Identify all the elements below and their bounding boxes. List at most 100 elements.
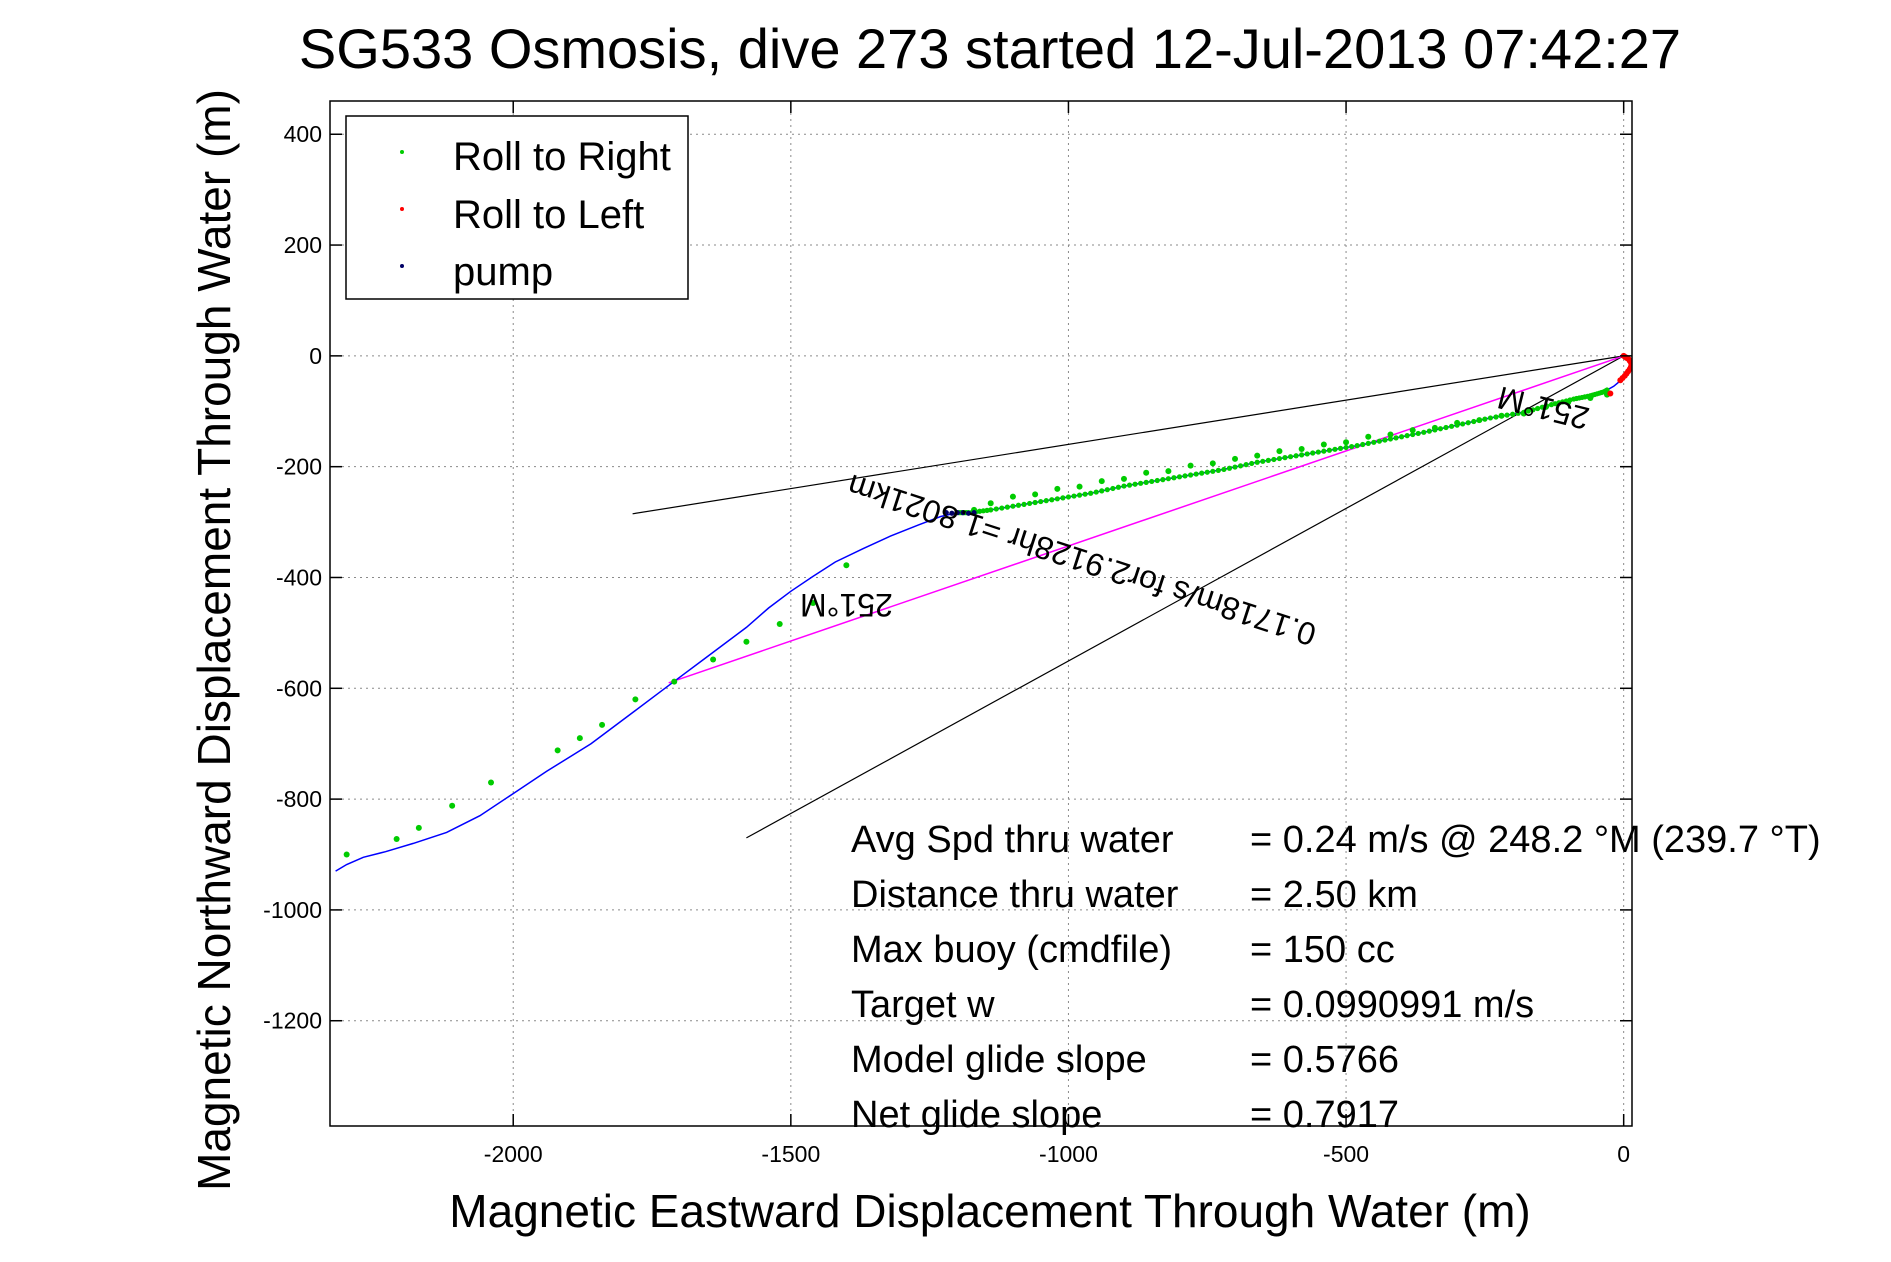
- roll-right-point: [1126, 482, 1133, 488]
- roll-right-point: [1071, 493, 1077, 499]
- roll-right-point: [1510, 411, 1516, 417]
- y-tick-label: -200: [276, 454, 322, 480]
- roll-right-point: [1498, 413, 1505, 419]
- roll-right-point: [1060, 495, 1066, 501]
- course-line-path: [668, 355, 1624, 684]
- stat-label-distance: Distance thru water: [851, 874, 1179, 916]
- roll-right-point: [1104, 487, 1110, 493]
- roll-markers: [343, 352, 1632, 858]
- roll-right-point: [1193, 471, 1199, 477]
- roll-left-point: [1607, 390, 1614, 397]
- x-tick-label: -2000: [484, 1141, 543, 1167]
- cone-lines: [632, 355, 1624, 839]
- roll-right-point: [1432, 427, 1438, 433]
- legend: Roll to Right Roll to Left pump: [345, 115, 689, 300]
- roll-right-point: [1293, 453, 1299, 459]
- roll-right-point: [1387, 436, 1394, 442]
- roll-right-point: [1276, 455, 1283, 462]
- roll-right-point: [1171, 475, 1177, 481]
- roll-right-point: [1243, 462, 1249, 468]
- roll-right-point: [576, 735, 583, 742]
- roll-right-point: [1382, 437, 1388, 443]
- roll-right-point: [1271, 456, 1277, 463]
- roll-right-point: [1088, 490, 1094, 496]
- roll-right-point: [1082, 491, 1088, 497]
- roll-right-point: [1371, 439, 1377, 445]
- chart-title: SG533 Osmosis, dive 273 started 12-Jul-2…: [299, 17, 1681, 80]
- roll-right-point: [1132, 481, 1138, 487]
- roll-right-point: [1493, 414, 1499, 420]
- stat-label-avg-speed: Avg Spd thru water: [851, 819, 1174, 861]
- roll-right-point: [1204, 469, 1210, 475]
- roll-right-point: [1332, 446, 1338, 452]
- x-tick-label: -1500: [761, 1141, 820, 1167]
- legend-marker-roll-left: [400, 207, 404, 211]
- axes-frame: [329, 100, 1633, 1127]
- roll-right-point: [1454, 422, 1460, 428]
- roll-right-point: [743, 638, 750, 645]
- roll-right-point: [1254, 459, 1260, 465]
- roll-right-point: [1232, 464, 1238, 470]
- y-tick-label: 400: [284, 121, 322, 147]
- roll-right-point: [1187, 462, 1194, 469]
- stat-label-model-glide: Model glide slope: [851, 1039, 1147, 1081]
- pump-point: [954, 510, 961, 516]
- tick-marks: -2000 -1500 -1000 -500 0 400 200 0 -200 -400 -600 -…: [263, 101, 1632, 1167]
- roll-right-point: [1076, 483, 1083, 490]
- stat-value-model-glide: = 0.5766: [1250, 1039, 1399, 1081]
- x-tick-label: 0: [1617, 1141, 1630, 1167]
- roll-right-point: [1304, 451, 1310, 457]
- roll-right-point: [1265, 457, 1271, 463]
- roll-right-point: [1299, 452, 1305, 458]
- roll-right-point: [1504, 412, 1510, 418]
- roll-right-point: [1004, 504, 1010, 510]
- y-tick-label: -800: [276, 786, 322, 812]
- roll-right-point: [1165, 468, 1172, 475]
- pump-point: [971, 510, 977, 516]
- stat-value-avg-speed: = 0.24 m/s @ 248.2 °M (239.7 °T): [1250, 819, 1821, 861]
- dive-statistics: Avg Spd thru water = 0.24 m/s @ 248.2 °M…: [851, 819, 1821, 1136]
- y-tick-label: -400: [276, 564, 322, 590]
- roll-right-point: [1337, 445, 1344, 451]
- roll-right-point: [1010, 503, 1016, 509]
- roll-right-point: [1021, 501, 1027, 507]
- roll-left-point: [1617, 377, 1624, 384]
- roll-right-point: [1138, 480, 1144, 486]
- roll-right-point: [449, 802, 456, 809]
- y-tick-label: -1200: [263, 1008, 322, 1034]
- roll-right-point: [599, 721, 606, 728]
- y-tick-label: -600: [276, 675, 322, 701]
- stat-label-target-w: Target w: [851, 984, 995, 1026]
- roll-right-point: [810, 599, 817, 606]
- x-axis-label: Magnetic Eastward Displacement Through W…: [449, 1185, 1530, 1237]
- roll-right-point: [1487, 415, 1494, 421]
- roll-right-point: [1149, 478, 1155, 485]
- roll-right-point: [1260, 458, 1266, 464]
- cone-line: [746, 355, 1624, 839]
- roll-right-point: [1160, 477, 1166, 483]
- roll-right-point: [1365, 433, 1372, 440]
- roll-right-point: [1026, 500, 1033, 507]
- roll-right-point: [1237, 463, 1244, 469]
- roll-right-point: [1376, 438, 1382, 444]
- roll-right-point: [987, 500, 994, 507]
- roll-right-point: [1515, 410, 1521, 416]
- pump-point: [960, 510, 966, 516]
- roll-right-point: [1143, 479, 1149, 485]
- roll-right-point: [1065, 494, 1072, 500]
- roll-right-point: [1032, 491, 1039, 498]
- roll-right-point: [1410, 431, 1416, 438]
- roll-right-point: [393, 836, 400, 842]
- roll-right-point: [1120, 475, 1127, 482]
- roll-right-point: [1404, 433, 1410, 439]
- roll-right-point: [1098, 478, 1105, 485]
- roll-right-point: [1482, 416, 1488, 422]
- roll-right-point: [1054, 485, 1061, 492]
- x-tick-label: -500: [1323, 1141, 1369, 1167]
- dive-track: [335, 355, 1632, 872]
- roll-right-point: [1287, 454, 1294, 460]
- roll-right-point: [1387, 431, 1394, 438]
- annotation-text: 251°M: [800, 587, 893, 623]
- roll-right-point: [1199, 470, 1205, 476]
- legend-label-roll-right: Roll to Right: [453, 135, 671, 179]
